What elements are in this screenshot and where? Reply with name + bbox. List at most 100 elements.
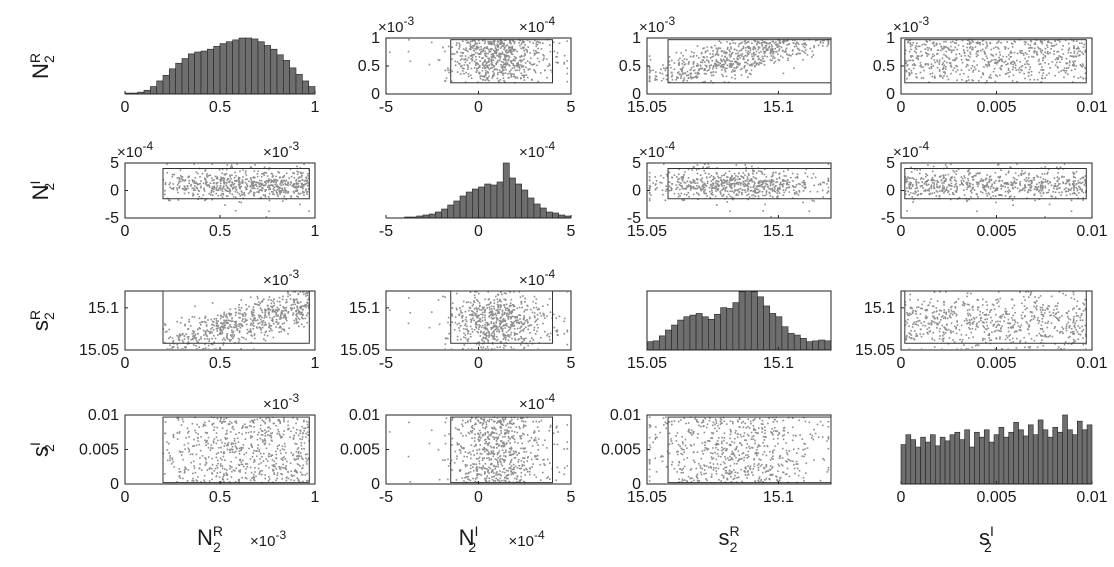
scatter-point xyxy=(760,181,763,183)
scatter-point xyxy=(1015,69,1018,71)
scatter-point xyxy=(240,181,243,184)
scatter-point xyxy=(976,172,979,175)
scatter-point xyxy=(499,43,501,45)
scatter-point xyxy=(293,300,295,303)
scatter-point xyxy=(475,71,478,73)
scatter-point xyxy=(769,195,772,197)
scatter-point xyxy=(996,188,999,191)
scatter-point xyxy=(229,324,232,326)
histogram-bar xyxy=(289,67,297,95)
scatter-point xyxy=(739,42,742,45)
scatter-point xyxy=(953,59,956,62)
scatter-point xyxy=(787,184,790,186)
scatter-point xyxy=(707,60,710,62)
x-tick-label: -5 xyxy=(379,223,393,240)
scatter-point xyxy=(943,47,945,50)
scatter-point xyxy=(248,330,251,333)
scatter-point xyxy=(430,311,433,313)
scatter-point xyxy=(407,50,410,53)
scatter-point xyxy=(552,41,555,44)
scatter-point xyxy=(989,60,992,63)
scatter-point xyxy=(510,52,513,55)
scatter-point xyxy=(1083,43,1086,46)
scatter-point xyxy=(290,309,293,311)
scatter-point xyxy=(1062,45,1064,47)
scatter-point xyxy=(529,68,531,70)
scatter-point xyxy=(491,53,494,55)
histogram-bar xyxy=(276,54,284,95)
scatter-point xyxy=(278,188,281,190)
scatter-point xyxy=(281,311,283,313)
scatter-point xyxy=(949,179,952,182)
scatter-point xyxy=(754,47,756,49)
scatter-point xyxy=(493,302,496,305)
scatter-point xyxy=(462,48,465,50)
scatter-point xyxy=(504,327,507,329)
scatter-point xyxy=(720,179,722,181)
scatter-point xyxy=(735,193,738,195)
scatter-point xyxy=(204,169,206,172)
scatter-point xyxy=(960,69,963,71)
scatter-point xyxy=(798,52,800,55)
scatter-point xyxy=(737,58,739,61)
scatter-point xyxy=(497,46,499,49)
scatter-point xyxy=(221,323,224,325)
scatter-point xyxy=(715,188,717,190)
scatter-point xyxy=(476,63,478,65)
scatter-point xyxy=(1007,69,1010,71)
scatter-point xyxy=(250,178,253,181)
y-tick-label: 5 xyxy=(110,155,119,172)
scatter-point xyxy=(224,319,226,322)
scatter-point xyxy=(668,64,671,66)
scatter-point xyxy=(206,329,208,331)
scatter-point xyxy=(998,60,1001,62)
scatter-point xyxy=(245,170,247,172)
scatter-point xyxy=(482,57,484,59)
scatter-point xyxy=(927,49,929,51)
scatter-point xyxy=(1035,188,1037,191)
scatter-point xyxy=(704,172,707,174)
scatter-point xyxy=(285,172,288,175)
scatter-point xyxy=(296,305,298,307)
scatter-point xyxy=(779,188,781,191)
scatter-point xyxy=(809,47,812,50)
panel-N2R-vs-s2R: 15.05 15.100.51×10-3 xyxy=(619,14,832,116)
scatter-point xyxy=(930,67,933,70)
scatter-point xyxy=(924,48,927,50)
scatter-point xyxy=(1007,53,1010,56)
scatter-point xyxy=(1012,66,1014,68)
scatter-point xyxy=(285,309,288,312)
scatter-point xyxy=(747,53,750,56)
scatter-point xyxy=(266,186,269,189)
scatter-point xyxy=(462,315,464,317)
scatter-point xyxy=(187,341,190,343)
scatter-point xyxy=(513,48,516,51)
scatter-point xyxy=(993,68,996,70)
scatter-point xyxy=(303,293,305,296)
scatter-point xyxy=(480,346,482,349)
scatter-point xyxy=(1039,48,1042,50)
scatter-point xyxy=(956,187,958,190)
scatter-point xyxy=(296,183,299,185)
scatter-point xyxy=(229,312,231,315)
scatter-point xyxy=(240,201,242,204)
scatter-point xyxy=(535,50,537,52)
scatter-point xyxy=(965,58,968,61)
scatter-point xyxy=(654,78,657,81)
scatter-point xyxy=(922,66,924,68)
scatter-point xyxy=(678,62,680,65)
scatter-point xyxy=(199,324,202,326)
scatter-point xyxy=(297,186,300,188)
scatter-point xyxy=(1007,47,1010,50)
scatter-point xyxy=(566,80,569,83)
scatter-point xyxy=(294,291,297,293)
scatter-point xyxy=(265,216,268,218)
scatter-point xyxy=(699,65,702,67)
scatter-point xyxy=(724,55,726,58)
scatter-point xyxy=(496,319,498,321)
scatter-point xyxy=(1061,58,1063,61)
scatter-point xyxy=(294,303,297,306)
scatter-point xyxy=(510,75,513,78)
scatter-point xyxy=(297,171,300,173)
scatter-point xyxy=(255,185,258,187)
